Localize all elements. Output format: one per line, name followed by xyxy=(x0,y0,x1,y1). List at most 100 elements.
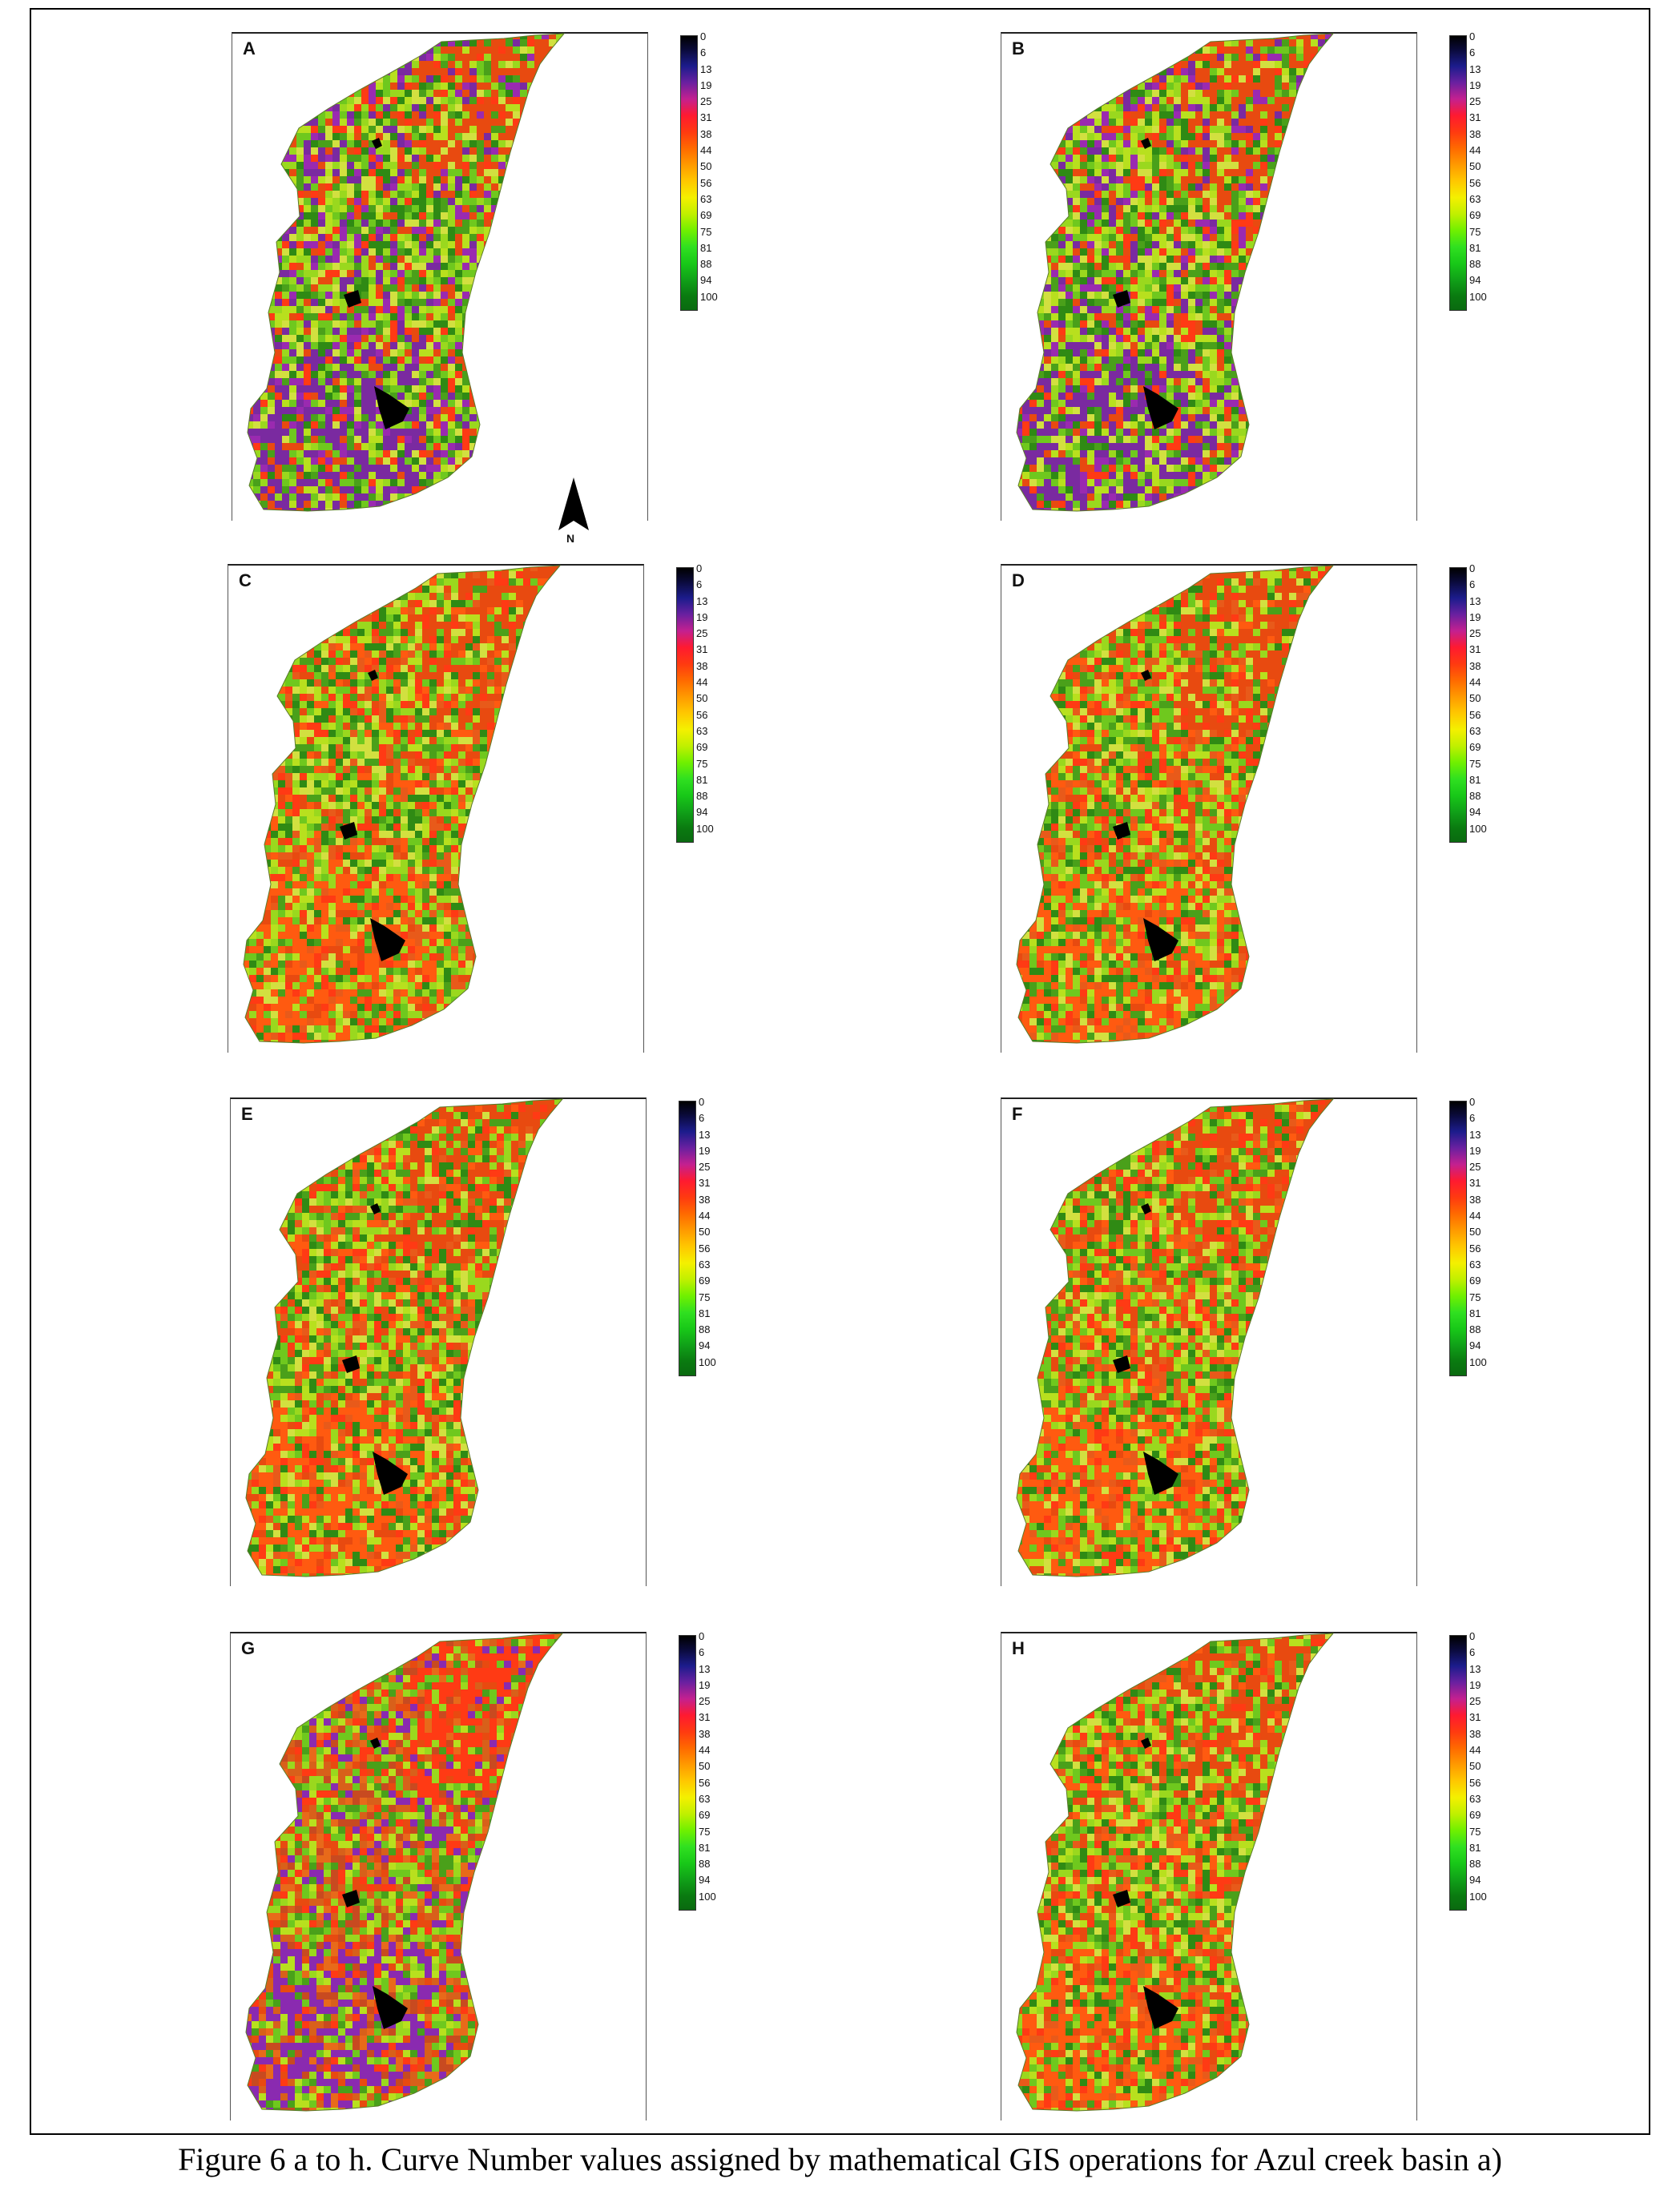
colorbar-tick-label: 13 xyxy=(700,62,732,78)
colorbar-tick-label: 31 xyxy=(1469,1175,1501,1191)
colorbar-tick-label: 6 xyxy=(1469,45,1501,61)
panel-frame xyxy=(230,1632,647,2120)
no-data-area xyxy=(1113,1890,1130,1907)
panel-letter: H xyxy=(1012,1638,1025,1659)
curve-number-raster xyxy=(1017,34,1333,511)
map-panel-h: H 0 6 13 19 25 31 38 44 50 56 63 69 75 81 88 94 100 xyxy=(1001,1630,1680,2161)
colorbar-gradient xyxy=(676,567,694,843)
colorbar-tick-label: 63 xyxy=(1469,191,1501,207)
colorbar-tick-label: 81 xyxy=(1469,1306,1501,1322)
colorbar-tick-label: 50 xyxy=(699,1758,731,1774)
colorbar-ticks: 0 6 13 19 25 31 38 44 50 56 63 69 75 81 88 94 100 xyxy=(1469,561,1501,846)
colorbar-tick-label: 19 xyxy=(699,1677,731,1694)
colorbar-tick-label: 100 xyxy=(1469,1889,1501,1905)
colorbar-tick-label: 75 xyxy=(1469,224,1501,240)
colorbar-tick-label: 13 xyxy=(1469,594,1501,610)
colorbar-tick-label: 0 xyxy=(1469,561,1501,577)
colorbar-tick-label: 6 xyxy=(1469,1645,1501,1661)
colorbar-gradient xyxy=(680,35,698,311)
colorbar-tick-label: 94 xyxy=(696,804,728,820)
colorbar-ticks: 0 6 13 19 25 31 38 44 50 56 63 69 75 81 88 94 100 xyxy=(696,561,728,846)
colorbar-tick-label: 25 xyxy=(699,1694,731,1710)
panel-letter: G xyxy=(241,1638,255,1659)
colorbar-tick-label: 0 xyxy=(699,1094,731,1110)
panel-letter: F xyxy=(1012,1104,1022,1125)
basin-outline xyxy=(245,1633,564,2112)
no-data-area xyxy=(1141,138,1151,149)
colorbar-tick-label: 38 xyxy=(696,658,728,675)
panel-letter: D xyxy=(1012,570,1025,591)
colorbar-tick-label: 63 xyxy=(700,191,732,207)
colorbar-tick-label: 19 xyxy=(700,78,732,94)
no-data-area xyxy=(1113,290,1130,308)
colorbar-tick-label: 94 xyxy=(699,1872,731,1888)
colorbar-tick-label: 31 xyxy=(1469,110,1501,126)
basin-map xyxy=(1016,33,1335,512)
basin-outline xyxy=(243,565,562,1044)
colorbar-tick-label: 88 xyxy=(696,788,728,804)
colorbar-tick-label: 19 xyxy=(699,1143,731,1159)
colorbar-tick-label: 56 xyxy=(1469,707,1501,723)
colorbar-tick-label: 50 xyxy=(1469,159,1501,175)
colorbar-tick-label: 69 xyxy=(696,739,728,755)
colorbar-gradient xyxy=(679,1101,696,1376)
colorbar-tick-label: 13 xyxy=(1469,1661,1501,1677)
colorbar-tick-label: 44 xyxy=(1469,1742,1501,1758)
no-data-area xyxy=(370,918,405,961)
colorbar-ticks: 0 6 13 19 25 31 38 44 50 56 63 69 75 81 88 94 100 xyxy=(700,29,732,314)
no-data-area xyxy=(344,290,361,308)
colorbar-tick-label: 56 xyxy=(696,707,728,723)
no-data-area xyxy=(370,1203,381,1214)
no-data-area xyxy=(370,1738,381,1749)
colorbar-tick-label: 25 xyxy=(1469,94,1501,110)
colorbar-tick-label: 6 xyxy=(699,1645,731,1661)
colorbar-tick-label: 69 xyxy=(699,1807,731,1823)
colorbar-tick-label: 44 xyxy=(1469,675,1501,691)
basin-outline xyxy=(1016,565,1335,1044)
basin-map xyxy=(243,565,562,1044)
no-data-area xyxy=(373,1452,408,1495)
colorbar-tick-label: 38 xyxy=(700,127,732,143)
colorbar-tick-label: 56 xyxy=(1469,175,1501,191)
colorbar-tick-label: 50 xyxy=(1469,1758,1501,1774)
colorbar-ticks: 0 6 13 19 25 31 38 44 50 56 63 69 75 81 88 94 100 xyxy=(1469,1094,1501,1379)
colorbar-tick-label: 69 xyxy=(1469,207,1501,224)
panel-frame xyxy=(1001,1097,1417,1586)
colorbar-tick-label: 75 xyxy=(1469,1290,1501,1306)
colorbar-tick-label: 69 xyxy=(700,207,732,224)
colorbar-tick-label: 19 xyxy=(1469,1677,1501,1694)
curve-number-raster xyxy=(1017,1633,1333,2111)
basin-outline xyxy=(247,33,566,512)
colorbar-tick-label: 81 xyxy=(699,1306,731,1322)
colorbar-tick-label: 56 xyxy=(699,1241,731,1257)
map-panel-d: D 0 6 13 19 25 31 38 44 50 56 63 69 75 81 88 94 100 xyxy=(1001,561,1680,1093)
colorbar-tick-label: 56 xyxy=(700,175,732,191)
colorbar-tick-label: 25 xyxy=(700,94,732,110)
colorbar-tick-label: 25 xyxy=(696,626,728,642)
map-panel-b: B 0 6 13 19 25 31 38 44 50 56 63 69 75 81 88 94 100 xyxy=(1001,29,1680,561)
colorbar-tick-label: 6 xyxy=(1469,1110,1501,1126)
colorbar-tick-label: 56 xyxy=(1469,1775,1501,1791)
colorbar-gradient xyxy=(1449,567,1467,843)
basin-outline xyxy=(1016,1098,1335,1577)
no-data-area xyxy=(1141,670,1151,681)
colorbar-tick-label: 31 xyxy=(699,1710,731,1726)
colorbar-tick-label: 38 xyxy=(1469,658,1501,675)
colorbar-tick-label: 25 xyxy=(1469,1159,1501,1175)
no-data-area xyxy=(1113,822,1130,840)
panel-letter: E xyxy=(241,1104,253,1125)
colorbar-tick-label: 75 xyxy=(700,224,732,240)
colorbar-tick-label: 44 xyxy=(696,675,728,691)
colorbar-tick-label: 81 xyxy=(699,1840,731,1856)
colorbar-tick-label: 100 xyxy=(699,1355,731,1371)
colorbar-tick-label: 94 xyxy=(1469,804,1501,820)
colorbar-tick-label: 56 xyxy=(1469,1241,1501,1257)
colorbar-tick-label: 88 xyxy=(1469,788,1501,804)
colorbar-ticks: 0 6 13 19 25 31 38 44 50 56 63 69 75 81 88 94 100 xyxy=(1469,29,1501,314)
colorbar-tick-label: 69 xyxy=(699,1273,731,1289)
colorbar-tick-label: 50 xyxy=(699,1224,731,1240)
colorbar-tick-label: 100 xyxy=(1469,1355,1501,1371)
colorbar-ticks: 0 6 13 19 25 31 38 44 50 56 63 69 75 81 88 94 100 xyxy=(699,1094,731,1379)
map-panel-f: F 0 6 13 19 25 31 38 44 50 56 63 69 75 81 88 94 100 xyxy=(1001,1094,1680,1626)
colorbar-tick-label: 19 xyxy=(1469,1143,1501,1159)
